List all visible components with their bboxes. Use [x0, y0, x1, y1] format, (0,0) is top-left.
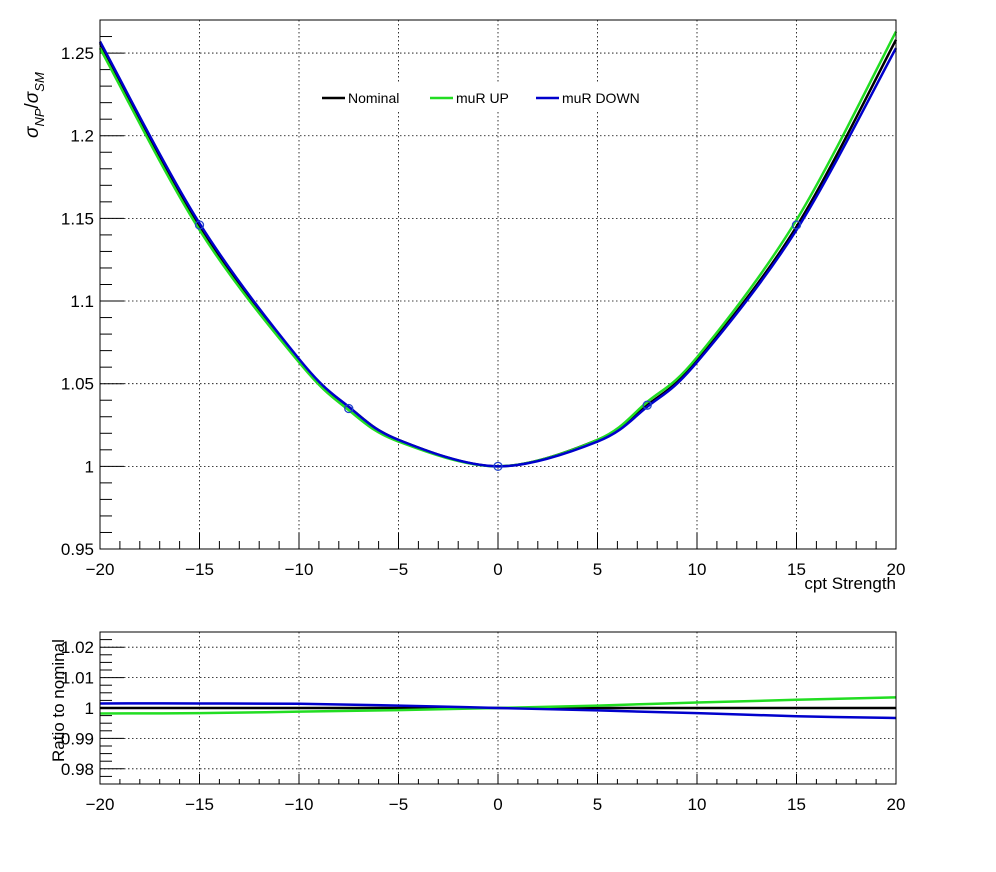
y-tick-label: 1.1 [70, 292, 94, 311]
x-tick-label: 5 [593, 560, 602, 579]
main-plot-panel: −20 −15 −10 −5 0 5 10 15 20 0.95 1 1.05 1.1 1.15 1.2 1.… [22, 19, 906, 593]
x-tick-label: −10 [285, 560, 314, 579]
y-title-sigma-1: σ [22, 125, 43, 138]
x-tick-label: −20 [86, 560, 115, 579]
y-tick-label: 1.01 [61, 669, 94, 688]
x-tick-label: 5 [593, 795, 602, 814]
x-tick-label: −10 [285, 795, 314, 814]
ratio-plot-panel: −20 −15 −10 −5 0 5 10 15 20 0.98 0.99 1 1.01 1.02 Rat… [49, 631, 906, 814]
legend-background [318, 84, 658, 112]
y-tick-label: 1 [85, 457, 94, 476]
legend-label-mur-up: muR UP [456, 90, 509, 106]
y-tick-label: 1.15 [61, 209, 94, 228]
main-plot-series [98, 30, 898, 468]
data-point-marker [791, 220, 802, 230]
y-axis-title: σNP/σSM [22, 72, 47, 138]
y-tick-label: 1 [85, 699, 94, 718]
ratio-plot-tick-labels: −20 −15 −10 −5 0 5 10 15 20 0.98 0.99 1 1.01 1.02 [61, 638, 906, 814]
y-tick-label: 0.95 [61, 540, 94, 559]
x-tick-label: −15 [185, 795, 214, 814]
x-tick-label: 10 [688, 560, 707, 579]
x-tick-label: 0 [493, 560, 502, 579]
y-title-slash: / [22, 102, 43, 108]
main-plot-frame [99, 19, 897, 550]
y-tick-label: 0.99 [61, 729, 94, 748]
data-point-marker [642, 400, 652, 410]
x-tick-label: −15 [185, 560, 214, 579]
legend-label-mur-down: muR DOWN [562, 90, 640, 106]
data-point-marker [493, 461, 503, 471]
x-tick-label: 0 [493, 795, 502, 814]
y-tick-label: 1.02 [61, 638, 94, 657]
ratio-y-axis-title: Ratio to nominal [49, 639, 68, 762]
y-title-sigma-2: σ [22, 90, 43, 103]
legend: Nominal muR UP muR DOWN [318, 84, 658, 112]
x-axis-title: cpt Strength [804, 574, 896, 593]
x-tick-label: 20 [887, 795, 906, 814]
x-tick-label: −5 [389, 795, 408, 814]
x-tick-label: −5 [389, 560, 408, 579]
x-tick-label: −20 [86, 795, 115, 814]
y-tick-label: 0.98 [61, 760, 94, 779]
y-title-sub-2: SM [32, 72, 47, 92]
series-line-mur-down [98, 40, 898, 468]
main-plot-markers [194, 220, 802, 471]
data-point-marker [344, 403, 354, 414]
x-tick-label: 15 [787, 795, 806, 814]
legend-label-nominal: Nominal [348, 90, 399, 106]
ratio-plot-series [99, 696, 897, 720]
y-tick-label: 1.2 [70, 127, 94, 146]
data-point-marker [194, 220, 205, 230]
x-tick-label: 10 [688, 795, 707, 814]
y-title-sub-1: NP [32, 108, 47, 126]
x-tick-label: 15 [787, 560, 806, 579]
ratio-plot-frame [99, 631, 897, 785]
series-line-mur-down [99, 702, 897, 720]
main-plot-tick-labels: −20 −15 −10 −5 0 5 10 15 20 0.95 1 1.05 1.1 1.15 1.2 1.… [61, 44, 906, 579]
ratio-plot-ticks [99, 631, 897, 785]
y-tick-label: 1.25 [61, 44, 94, 63]
x-tick-label: 20 [887, 560, 906, 579]
y-tick-label: 1.05 [61, 375, 94, 394]
